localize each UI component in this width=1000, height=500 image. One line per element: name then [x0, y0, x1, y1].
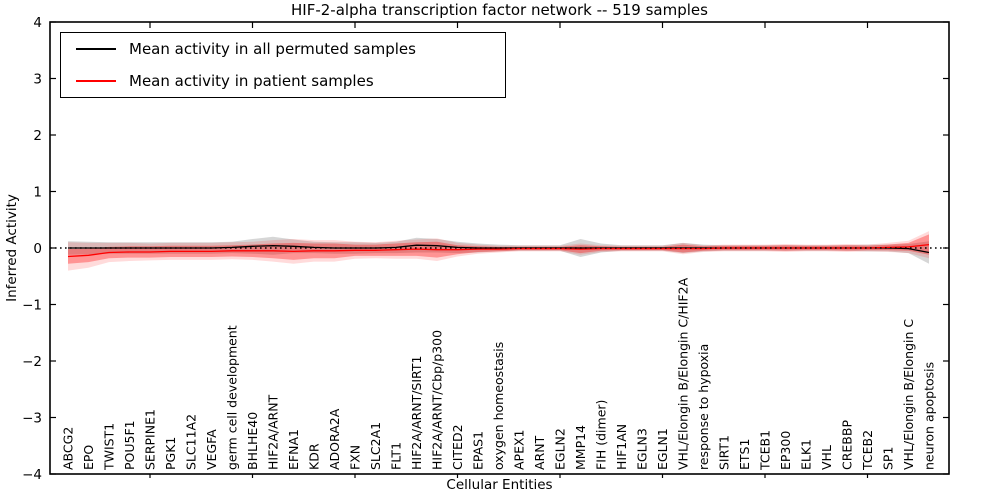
legend-label-permuted: Mean activity in all permuted samples	[129, 40, 416, 59]
y-tick-label: 2	[33, 128, 42, 144]
category-label: MMP14	[573, 425, 588, 470]
category-label: HIF2A/ARNT/SIRT1	[409, 356, 424, 470]
category-label: TCEB2	[860, 430, 875, 471]
category-label: EGLN3	[635, 428, 650, 470]
y-tick-label: 4	[33, 15, 42, 31]
category-label: VHL/Elongin B/Elongin C	[901, 319, 916, 470]
category-label: ELK1	[799, 439, 814, 470]
category-label: SERPINE1	[143, 409, 158, 470]
y-tick-label: −4	[22, 467, 42, 483]
category-label: SIRT1	[717, 435, 732, 470]
category-label: FIH (dimer)	[594, 400, 609, 470]
category-label: SLC11A2	[184, 414, 199, 470]
category-label: VHL	[819, 445, 834, 470]
category-label: PGK1	[163, 437, 178, 470]
y-tick-label: 3	[33, 71, 42, 87]
category-label: ADORA2A	[327, 408, 342, 470]
category-label: response to hypoxia	[696, 344, 711, 470]
category-label: SP1	[881, 447, 896, 470]
category-label: HIF2A/ARNT/Cbp/p300	[430, 330, 445, 470]
category-label: FXN	[348, 445, 363, 470]
y-axis-label-wrap: Inferred Activity	[0, 0, 24, 496]
permuted-line-swatch	[76, 48, 116, 51]
category-label: TCEB1	[758, 430, 773, 471]
category-label: EGLN1	[655, 428, 670, 470]
category-label: CITED2	[450, 424, 465, 470]
y-tick-label: 1	[33, 184, 42, 200]
category-label: neuron apoptosis	[922, 362, 937, 470]
category-label: POU5F1	[122, 420, 137, 470]
category-label: TWIST1	[102, 423, 117, 471]
legend-box: Mean activity in all permuted samples Me…	[60, 32, 506, 98]
y-tick-label: −3	[22, 410, 42, 426]
category-label: SLC2A1	[368, 422, 383, 470]
category-label: VHL/Elongin B/Elongin C/HIF2A	[676, 277, 691, 470]
category-label: EPO	[81, 445, 96, 470]
category-label: EFNA1	[286, 429, 301, 470]
permuted-confidence-band	[68, 236, 929, 264]
y-tick-label: 0	[33, 241, 42, 257]
category-label: APEX1	[512, 429, 527, 470]
patient-line-swatch	[76, 79, 116, 82]
category-label: EGLN2	[553, 428, 568, 470]
x-axis-label: Cellular Entities	[446, 477, 553, 493]
category-label: HIF2A/ARNT	[266, 394, 281, 470]
legend-entry-permuted: Mean activity in all permuted samples	[61, 34, 505, 65]
category-label: EP300	[778, 431, 793, 470]
category-label: germ cell development	[225, 325, 240, 470]
category-label: oxygen homeostasis	[491, 342, 506, 470]
y-tick-label: −2	[22, 354, 42, 370]
y-axis-label: Inferred Activity	[4, 194, 21, 302]
y-tick-label: −1	[22, 297, 42, 313]
category-label: EPAS1	[471, 431, 486, 470]
category-label: VEGFA	[204, 429, 219, 470]
category-label: ARNT	[532, 435, 547, 470]
legend-entry-patient: Mean activity in patient samples	[61, 65, 505, 96]
category-label: FLT1	[389, 442, 404, 470]
legend-label-patient: Mean activity in patient samples	[129, 71, 374, 90]
category-label: CREBBP	[840, 420, 855, 470]
category-label: KDR	[307, 443, 322, 470]
category-label: HIF1AN	[614, 424, 629, 470]
patient-confidence-band-outer	[68, 231, 929, 271]
category-label: ABCG2	[61, 427, 76, 470]
category-label: BHLHE40	[245, 412, 260, 470]
chart-title: HIF-2-alpha transcription factor network…	[291, 1, 708, 19]
category-label: ETS1	[737, 439, 752, 470]
